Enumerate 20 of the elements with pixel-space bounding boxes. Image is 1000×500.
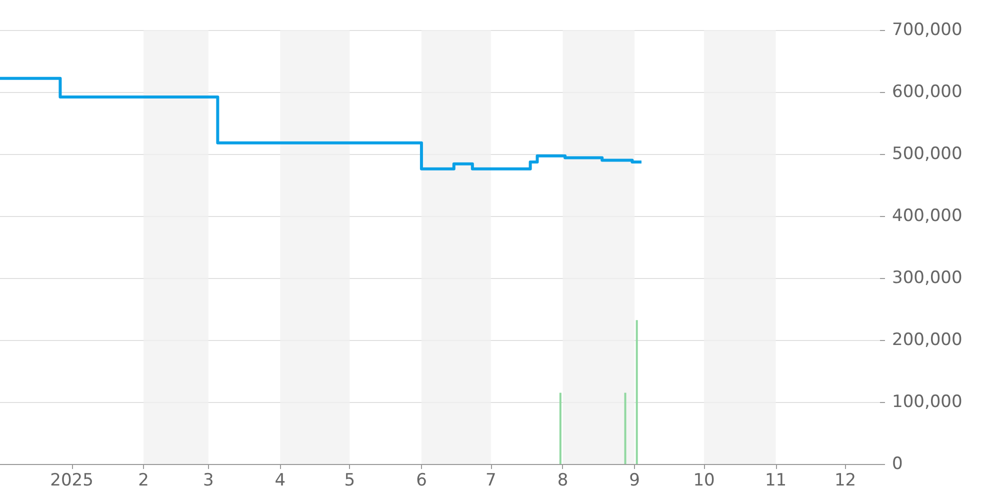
x-tick-label: 6 <box>416 470 427 490</box>
x-tick-label: 2 <box>138 470 149 490</box>
y-tick-label: 300,000 <box>892 268 962 288</box>
x-tick-label: 5 <box>344 470 356 490</box>
x-tick-label: 10 <box>693 470 715 490</box>
y-tick-label: 600,000 <box>892 82 962 102</box>
y-tick-label: 200,000 <box>892 330 962 350</box>
x-tick-label: 4 <box>274 470 286 490</box>
y-tick-label: 100,000 <box>892 392 962 412</box>
x-tick-label: 8 <box>557 470 568 490</box>
y-tick-label: 0 <box>892 454 903 474</box>
x-tick-label: 9 <box>629 470 640 490</box>
x-tick-label: 12 <box>834 470 856 490</box>
x-tick-label: 11 <box>764 470 787 490</box>
x-tick-label: 7 <box>486 470 496 490</box>
y-tick-label: 400,000 <box>892 206 962 226</box>
y-tick-label: 700,000 <box>892 20 962 40</box>
x-tick-label: 2025 <box>50 470 94 490</box>
x-tick-label: 3 <box>203 470 214 490</box>
y-tick-label: 500,000 <box>892 144 962 164</box>
